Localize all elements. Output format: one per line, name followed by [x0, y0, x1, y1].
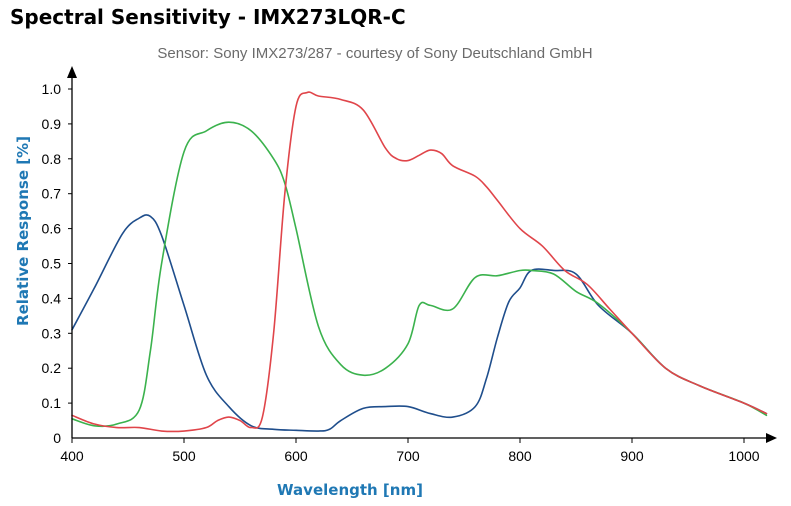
y-tick-label: 0.5: [42, 256, 62, 272]
series-line-3: [71, 91, 768, 433]
x-axis-arrow: [766, 433, 777, 443]
x-tick-label: 800: [508, 448, 532, 464]
series-line-2: [71, 121, 768, 428]
y-tick-layer: 0 0.1 0.2 0.3 0.4 0.5 0.6 0.7 0.8 0.9 1.0: [42, 81, 72, 446]
x-tick-label: 900: [620, 448, 644, 464]
axes-layer: [67, 66, 777, 443]
x-tick-layer: 400 500 600 700 800 900 1000: [60, 438, 760, 464]
y-tick-label: 0.4: [42, 290, 62, 306]
series-line-1: [71, 214, 768, 432]
y-tick-label: 0: [53, 430, 61, 446]
chart-title: Spectral Sensitivity - IMX273LQR-C: [10, 5, 406, 29]
y-axis-arrow: [67, 66, 77, 78]
x-tick-label: 700: [396, 448, 420, 464]
x-axis-label: Wavelength [nm]: [277, 481, 423, 499]
series-layer: [71, 91, 768, 433]
x-tick-label: 500: [172, 448, 196, 464]
y-tick-label: 0.8: [42, 151, 62, 167]
y-tick-label: 0.6: [42, 221, 62, 237]
y-axis-label: Relative Response [%]: [14, 136, 32, 326]
x-tick-label: 400: [60, 448, 84, 464]
chart-subtitle: Sensor: Sony IMX273/287 - courtesy of So…: [157, 45, 592, 62]
y-tick-label: 0.9: [42, 116, 62, 132]
x-tick-label: 600: [284, 448, 308, 464]
y-tick-label: 1.0: [42, 81, 62, 97]
y-tick-label: 0.7: [42, 186, 62, 202]
x-tick-label: 1000: [728, 448, 759, 464]
y-tick-label: 0.1: [42, 395, 62, 411]
y-tick-label: 0.3: [42, 325, 62, 341]
y-tick-label: 0.2: [42, 360, 62, 376]
